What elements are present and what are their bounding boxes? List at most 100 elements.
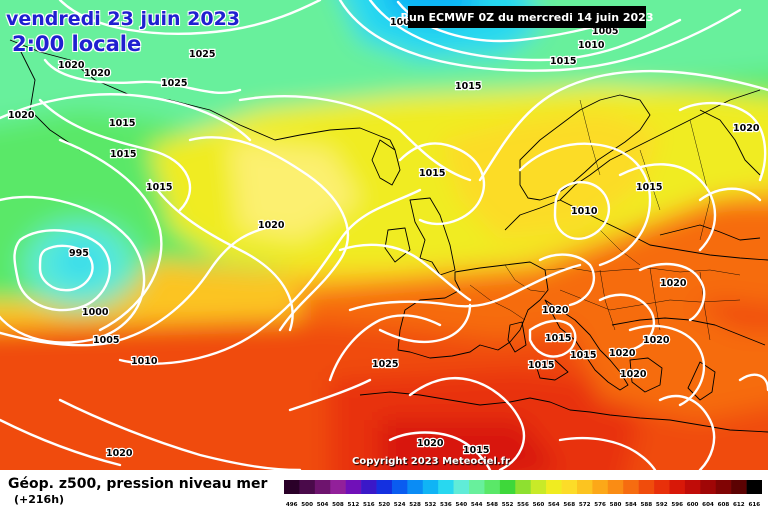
isobar-label: 1010 [571, 206, 598, 217]
color-scale-label: 524 [394, 502, 406, 508]
color-scale-label: 560 [533, 502, 545, 508]
isobar-label: 1020 [542, 305, 569, 316]
color-scale-label: 532 [425, 502, 437, 508]
color-swatch [715, 480, 732, 494]
color-scale-label: 552 [502, 502, 514, 508]
color-swatch [515, 480, 532, 494]
isobar-label: 1015 [550, 56, 576, 67]
color-scale-label: 608 [718, 502, 730, 508]
color-scale-label: 516 [363, 502, 375, 508]
isobar-label: 1015 [636, 182, 662, 193]
color-swatch [407, 480, 424, 494]
isobar-lines [0, 0, 768, 470]
color-scale: 496 500 504 508 512 516 520 524 528 532 536 540 544 5… [284, 480, 762, 508]
isobar-label: 1020 [660, 278, 687, 289]
isobar-labels: 1000 1005 1010 1025 1020 1020 1025 1015 … [7, 16, 761, 460]
color-swatch [546, 480, 562, 494]
isobar-label: 1020 [106, 448, 133, 459]
isobar-label: 1020 [84, 68, 111, 79]
color-scale-label: 564 [548, 502, 560, 508]
color-scale-label: 508 [332, 502, 344, 508]
color-swatch [330, 480, 346, 494]
color-swatch [576, 480, 593, 494]
geopotential-fill [0, 0, 768, 470]
forecast-time: 2:00 locale [12, 32, 142, 56]
isobar-label: 1015 [419, 168, 445, 179]
forecast-lead-time: (+216h) [14, 493, 65, 506]
isobar-label: 1015 [570, 350, 596, 361]
color-scale-label: 556 [517, 502, 529, 508]
isobar-label: 1015 [545, 333, 571, 344]
color-swatch [623, 480, 639, 494]
legend-footer: Géop. z500, pression niveau mer (+216h) … [0, 470, 768, 512]
isobar-label: 995 [69, 248, 89, 259]
color-swatch [391, 480, 408, 494]
color-swatch [361, 480, 377, 494]
weather-map: 1000 1005 1010 1025 1020 1020 1025 1015 … [0, 0, 768, 470]
color-scale-label: 528 [409, 502, 421, 508]
color-swatch [376, 480, 393, 494]
isobar-label: 1010 [578, 40, 605, 51]
isobar-label: 1020 [8, 110, 35, 121]
isobar-label: 1000 [82, 307, 109, 318]
isobar-label: 1025 [372, 359, 398, 370]
model-run-label: Run ECMWF 0Z du mercredi 14 juin 2023 [401, 6, 654, 28]
isobar-label: 1020 [643, 335, 670, 346]
color-swatch [499, 480, 516, 494]
isobar-label: 1015 [463, 445, 489, 456]
color-swatch [284, 480, 300, 494]
color-scale-label: 588 [641, 502, 653, 508]
color-swatch [469, 480, 485, 494]
isobar-label: 1020 [733, 123, 760, 134]
color-scale-label: 572 [579, 502, 591, 508]
coastlines [9, 39, 768, 433]
color-swatch [422, 480, 439, 494]
isobar-label: 1015 [455, 81, 481, 92]
color-scale-label: 604 [702, 502, 714, 508]
isobar-label: 1025 [161, 78, 187, 89]
isobar-label: 1020 [258, 220, 285, 231]
color-swatch [607, 480, 624, 494]
isobar-label: 1020 [58, 60, 85, 71]
color-scale-label: 596 [671, 502, 683, 508]
color-scale-label: 548 [486, 502, 498, 508]
color-scale-label: 616 [748, 502, 760, 508]
color-swatch [592, 480, 609, 494]
isobar-label: 1010 [131, 356, 158, 367]
isobar-label: 1015 [528, 360, 554, 371]
color-swatch [638, 480, 655, 494]
color-swatch [345, 480, 362, 494]
color-swatch [731, 480, 747, 494]
legend-title: Géop. z500, pression niveau mer [8, 476, 268, 492]
color-scale-label: 576 [594, 502, 606, 508]
color-scale-label: 520 [378, 502, 390, 508]
isobar-label: 1005 [93, 335, 119, 346]
color-swatch [684, 480, 701, 494]
color-swatch [654, 480, 670, 494]
copyright-text: Copyright 2023 Meteociel.fr [352, 456, 510, 467]
color-scale-label: 504 [317, 502, 329, 508]
color-swatch [700, 480, 717, 494]
borders [469, 99, 741, 341]
isobar-label: 1015 [110, 149, 136, 160]
isobar-label: 1020 [417, 438, 444, 449]
color-swatch [453, 480, 470, 494]
color-swatch [314, 480, 331, 494]
color-scale-label: 568 [563, 502, 575, 508]
color-scale-label: 500 [301, 502, 313, 508]
isobar-label: 1005 [592, 26, 618, 37]
color-swatch [746, 480, 762, 494]
color-scale-label: 536 [440, 502, 452, 508]
color-scale-label: 496 [286, 502, 298, 508]
color-swatch [530, 480, 547, 494]
color-scale-label: 612 [733, 502, 745, 508]
isobar-label: 1020 [609, 348, 636, 359]
color-scale-label: 592 [656, 502, 668, 508]
isobar-label: 1015 [109, 118, 135, 129]
isobar-label: 1015 [146, 182, 172, 193]
color-swatch [561, 480, 578, 494]
color-swatch [669, 480, 686, 494]
color-swatch [484, 480, 501, 494]
isobar-label: 1020 [620, 369, 647, 380]
color-swatch [299, 480, 316, 494]
